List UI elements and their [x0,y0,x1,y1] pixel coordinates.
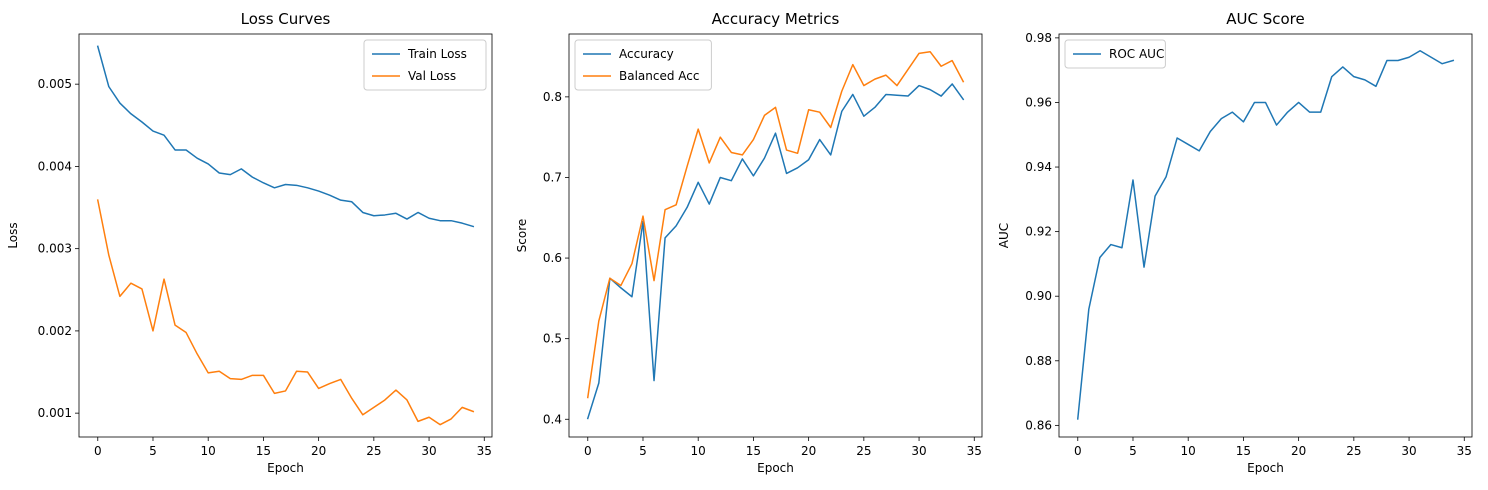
x-tick-label: 5 [149,444,157,458]
series-line-val-loss [96,199,475,426]
x-tick-label: 35 [967,444,982,458]
y-tick-label: 0.002 [38,324,72,338]
series-line-accuracy [586,83,965,420]
axes-frame [78,33,493,438]
y-tick-label: 0.5 [543,332,562,346]
legend: Train Loss Val Loss [363,39,487,91]
legend-label: Balanced Acc [619,69,699,83]
legend-box [1064,39,1166,69]
x-tick-label: 0 [94,444,102,458]
x-tick-label: 25 [366,444,381,458]
x-tick-label: 10 [691,444,706,458]
x-axis-label: Epoch [757,461,794,475]
chart-title: Accuracy Metrics [712,10,840,28]
x-tick-label: 5 [1129,444,1137,458]
y-axis-label: AUC [997,223,1011,248]
legend-label: ROC AUC [1109,47,1164,61]
y-tick-label: 0.4 [543,412,562,426]
x-tick-label: 30 [911,444,926,458]
axes-frame [568,33,983,438]
legend-label: Accuracy [619,47,674,61]
y-tick-label: 0.004 [38,159,72,173]
subplot-3: AUC Score 0 5 10 15 20 25 30 35 0.86 0.88 0.90 0.92 0… [997,10,1473,475]
y-tick-label: 0.6 [543,251,562,265]
y-tick-label: 0.86 [1025,418,1052,432]
x-tick-label: 15 [256,444,271,458]
series-line-roc-auc [1076,50,1455,420]
axes-frame [1058,33,1473,438]
y-tick-label: 0.92 [1025,225,1052,239]
legend: ROC AUC [1064,39,1166,69]
y-tick-label: 0.005 [38,77,72,91]
x-tick-label: 25 [856,444,871,458]
x-tick-label: 0 [584,444,592,458]
x-tick-label: 0 [1074,444,1082,458]
series-line-train-loss [96,45,475,228]
x-tick-label: 20 [1291,444,1306,458]
y-axis-label: Score [515,219,529,253]
y-tick-label: 0.98 [1025,31,1052,45]
chart-title: Loss Curves [241,10,331,28]
x-tick-label: 35 [477,444,492,458]
subplot-2: Accuracy Metrics 0 5 10 15 20 25 30 35 0.4 0.5 0.6 0… [515,10,983,475]
legend-label: Train Loss [407,47,467,61]
y-tick-label: 0.7 [543,170,562,184]
x-tick-label: 30 [1401,444,1416,458]
y-tick-label: 0.96 [1025,95,1052,109]
legend-box [363,39,487,91]
x-tick-label: 30 [421,444,436,458]
x-tick-label: 5 [639,444,647,458]
legend-box [574,39,712,91]
x-tick-label: 10 [1181,444,1196,458]
subplot-1: Loss Curves 0 5 10 15 20 25 30 35 0.001 0.002 0.003… [6,10,493,475]
x-axis-label: Epoch [267,461,304,475]
x-tick-label: 15 [1236,444,1251,458]
y-tick-label: 0.003 [38,242,72,256]
x-tick-label: 35 [1457,444,1472,458]
x-tick-label: 10 [201,444,216,458]
y-tick-label: 0.88 [1025,354,1052,368]
y-tick-label: 0.001 [38,406,72,420]
chart-title: AUC Score [1226,10,1305,28]
y-tick-label: 0.90 [1025,289,1052,303]
legend-label: Val Loss [408,69,456,83]
x-tick-label: 15 [746,444,761,458]
legend: Accuracy Balanced Acc [574,39,712,91]
x-tick-label: 20 [311,444,326,458]
y-tick-label: 0.94 [1025,160,1052,174]
x-axis-label: Epoch [1247,461,1284,475]
series-line-balanced-acc [586,50,965,399]
y-axis-label: Loss [6,222,20,248]
y-tick-label: 0.8 [543,90,562,104]
x-tick-label: 20 [801,444,816,458]
x-tick-label: 25 [1346,444,1361,458]
